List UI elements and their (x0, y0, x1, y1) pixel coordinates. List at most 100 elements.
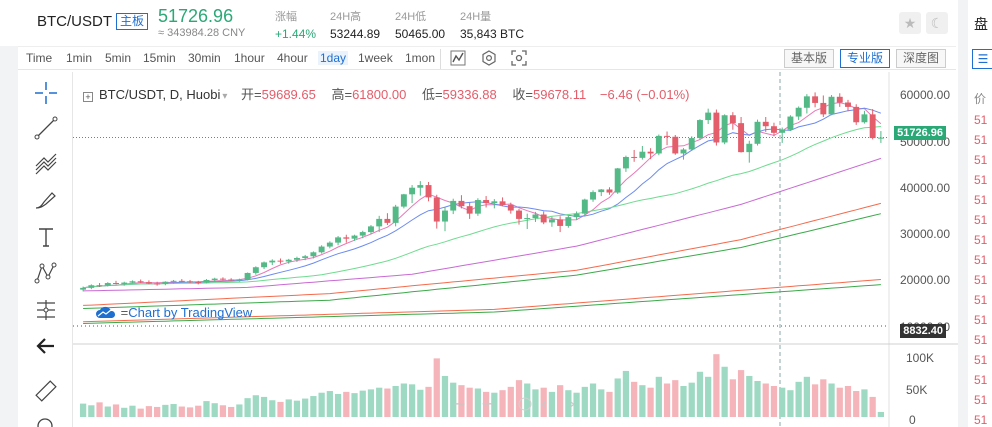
candle-body (877, 137, 884, 139)
orderbook-row[interactable]: 51 (974, 353, 988, 367)
volume-bar (688, 382, 695, 417)
volume-bar (737, 370, 745, 417)
tf-1day[interactable]: 1day (318, 51, 349, 65)
orderbook-toggle[interactable]: ☰ (972, 49, 992, 69)
volume-bar (79, 403, 87, 417)
tf-1min[interactable]: 1min (66, 51, 93, 65)
tf-5min[interactable]: 5min (105, 51, 132, 65)
candle-body (664, 135, 671, 137)
tradingview-watermark[interactable]: =Chart by TradingView (95, 305, 252, 320)
candle-body (425, 185, 432, 198)
candle-body (409, 187, 416, 195)
volume-bar (844, 386, 852, 417)
stat-label: 24H高 (330, 11, 362, 23)
orderbook-row[interactable]: 51 (974, 253, 988, 267)
candle-body (762, 121, 769, 127)
candle-body (820, 102, 827, 115)
orderbook-row[interactable]: 51 (974, 113, 988, 127)
candle-body (532, 214, 539, 219)
tf-time[interactable]: Time (26, 51, 53, 65)
orderbook-row[interactable]: 51 (974, 393, 988, 407)
brush-icon[interactable] (18, 188, 73, 216)
crosshair-icon[interactable] (18, 80, 73, 108)
star-icon[interactable]: ★ (899, 12, 921, 34)
collapse-legend-icon[interactable]: + (83, 92, 93, 102)
trend-line-icon[interactable] (18, 115, 73, 143)
volume-bar (565, 390, 572, 417)
orderbook-row[interactable]: 51 (974, 313, 988, 327)
candle-body (845, 102, 851, 107)
pattern-icon[interactable] (18, 260, 73, 288)
mode-pro[interactable]: 专业版 (840, 49, 891, 68)
candlestick-chart[interactable]: − + ‹ › (73, 72, 958, 427)
tf-30min[interactable]: 30min (188, 51, 221, 65)
orderbook-row[interactable]: 51 (974, 333, 988, 347)
volume-bar (285, 399, 292, 417)
stat-low: 24H低 50465.00 (395, 8, 445, 41)
orderbook-row[interactable]: 51 (974, 373, 988, 387)
mode-depth[interactable]: 深度图 (896, 49, 947, 68)
candle-body (779, 129, 786, 133)
orderbook-row[interactable]: 51 (974, 193, 988, 207)
volume-bar (244, 398, 251, 417)
moon-icon[interactable]: ☾ (926, 12, 948, 34)
candle-body (450, 200, 457, 211)
candle-body (622, 156, 629, 169)
candle-body (195, 282, 202, 284)
line-chart-icon[interactable] (450, 50, 466, 69)
candle-body (368, 226, 374, 233)
candle-body (557, 219, 564, 226)
tf-15min[interactable]: 15min (143, 51, 176, 65)
tf-1week[interactable]: 1week (358, 51, 393, 65)
zoom-icon[interactable] (18, 414, 73, 427)
tf-1mon[interactable]: 1mon (405, 51, 436, 65)
measure-icon[interactable] (18, 297, 73, 325)
text-icon[interactable] (18, 224, 73, 252)
last-price-label: 51726.96 (894, 126, 946, 140)
orderbook-row[interactable]: 51 (974, 293, 988, 307)
candle-body (285, 259, 292, 262)
orderbook-row[interactable]: 51 (974, 233, 988, 247)
fib-icon[interactable] (18, 152, 73, 180)
left-gutter (0, 46, 18, 427)
volume-bar (88, 405, 95, 417)
legend-low: 59336.88 (442, 87, 497, 102)
volume-bar (820, 379, 827, 417)
low-marker-label: 8832.40 (900, 324, 946, 338)
volume-bar (450, 382, 457, 417)
orderbook-row[interactable]: 51 (974, 133, 988, 147)
chart-control-icon: › (569, 394, 575, 413)
candle-body (228, 279, 235, 281)
volume-bar (392, 386, 399, 417)
chart-panel[interactable]: − + ‹ › + BTC/USDT, D, Huobi ▾ 开=59689.65 高=6… (73, 72, 958, 427)
mode-basic[interactable]: 基本版 (784, 49, 835, 68)
orderbook-row[interactable]: 51 (974, 173, 988, 187)
hexagon-settings-icon[interactable] (481, 50, 497, 69)
tf-4hour[interactable]: 4hour (277, 51, 308, 65)
candle-body (351, 235, 358, 239)
back-arrow-icon[interactable] (18, 333, 73, 361)
orderbook-row[interactable]: 51 (974, 413, 988, 427)
volume-bar (400, 383, 407, 417)
volume-bar (746, 375, 753, 417)
volume-bar (721, 366, 728, 417)
ma-line-ma360 (83, 279, 881, 323)
orderbook-row[interactable]: 51 (974, 153, 988, 167)
volume-bar (343, 391, 350, 417)
candle-body (433, 197, 440, 222)
candle-body (828, 96, 835, 115)
candle-body (771, 126, 777, 133)
pair-name[interactable]: BTC/USDT (37, 13, 112, 30)
screenshot-icon[interactable] (511, 50, 527, 69)
tf-1hour[interactable]: 1hour (234, 51, 265, 65)
candle-body (696, 120, 703, 139)
ruler-icon[interactable] (18, 378, 73, 406)
chevron-down-icon[interactable]: ▾ (222, 91, 228, 102)
candle-body (491, 201, 498, 204)
chart-control-icon: − (453, 394, 466, 413)
candle-body (738, 123, 745, 153)
volume-tick: 0 (909, 413, 916, 427)
orderbook-row[interactable]: 51 (974, 213, 988, 227)
volume-bar (351, 393, 358, 417)
orderbook-row[interactable]: 51 (974, 273, 988, 287)
